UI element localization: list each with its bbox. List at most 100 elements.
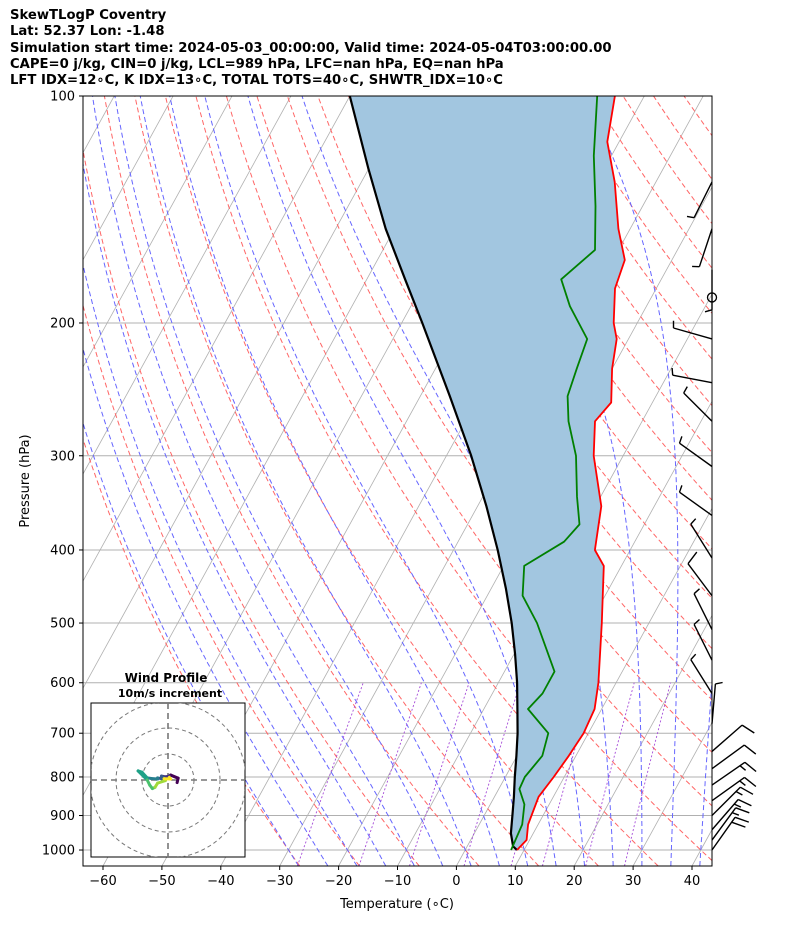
wind-barb: [686, 181, 713, 219]
dry-adiabat: [195, 96, 659, 866]
wind-barb: [690, 653, 713, 694]
indices-line: LFT IDX=12∘C, K IDX=13∘C, TOTAL TOTS=40∘…: [10, 73, 503, 89]
x-tick-label: 0: [452, 874, 460, 889]
y-tick-label: 200: [50, 316, 75, 331]
mixing-ratio-line: [541, 682, 595, 866]
wind-barb: [711, 786, 754, 817]
moist-adiabat: [247, 96, 557, 866]
moist-adiabat: [83, 346, 329, 866]
hodograph-segment: [167, 775, 173, 781]
time-line: Simulation start time: 2024-05-03_00:00:…: [10, 40, 612, 56]
x-axis-label: Temperature (∘C): [339, 897, 454, 912]
chart-header: SkewTLogP Coventry Lat: 52.37 Lon: -1.48…: [10, 8, 780, 89]
moist-adiabat: [699, 96, 712, 866]
x-tick-label: −20: [325, 874, 352, 889]
moist-adiabat: [585, 96, 679, 866]
isotherm: [573, 614, 712, 866]
data-layer: [348, 96, 626, 851]
chart-title: SkewTLogP Coventry: [10, 8, 167, 23]
wind-barb: [672, 320, 713, 340]
dry-adiabat: [83, 437, 301, 866]
mixing-ratio-line: [624, 682, 671, 866]
x-tick-label: 30: [625, 874, 642, 889]
moist-adiabat: [204, 96, 529, 866]
x-tick-label: 20: [566, 874, 583, 889]
hodograph-inset: Wind Profile 10m/s increment: [90, 671, 246, 858]
moist-adiabat: [83, 262, 358, 866]
wind-barb: [711, 807, 750, 841]
wind-barb: [711, 816, 750, 851]
location-line: Lat: 52.37 Lon: -1.48: [10, 24, 165, 40]
dry-adiabat: [470, 96, 712, 454]
mixing-ratio-line: [296, 682, 364, 866]
dry-adiabat: [164, 96, 599, 866]
wind-barb: [693, 618, 713, 661]
y-tick-label: 500: [50, 617, 75, 632]
moist-adiabat: [139, 96, 472, 866]
wind-barb: [683, 386, 713, 422]
wind-barb: [687, 551, 713, 597]
axis-layer: −60 −50 −40 −30 −20 −10 0 10 20 30 40 1000 900 800 700…: [42, 90, 700, 890]
dry-adiabat: [715, 96, 794, 866]
isotherm: [83, 96, 351, 582]
x-tick-label: −30: [266, 874, 293, 889]
x-tick-label: −40: [207, 874, 234, 889]
dry-adiabat: [83, 303, 360, 866]
y-tick-label: 900: [50, 809, 75, 824]
wind-barb: [678, 485, 713, 517]
x-tick-label: −60: [89, 874, 116, 889]
isotherm: [632, 721, 712, 866]
dry-adiabat: [256, 96, 712, 807]
hodograph-subtitle: 10m/s increment: [118, 687, 222, 700]
y-tick-label: 800: [50, 770, 75, 785]
wind-barb: [711, 744, 757, 770]
mixing-ratio-line: [358, 682, 422, 866]
y-tick-label: 600: [50, 676, 75, 691]
wind-barb: [690, 518, 713, 559]
moist-adiabat: [169, 96, 500, 866]
parcel-profile-line: [348, 96, 519, 851]
mixing-ratio-line: [463, 682, 521, 866]
wind-barb: [671, 367, 713, 384]
wind-barb: [693, 588, 713, 630]
wind-barb: [678, 436, 713, 468]
x-tick-label: 10: [507, 874, 524, 889]
wind-barb: [711, 681, 723, 724]
wind-barb: [711, 761, 757, 786]
wind-barb: [692, 228, 713, 268]
moist-adiabat: [114, 96, 444, 866]
isotherm: [514, 507, 712, 866]
wind-barb: [711, 776, 757, 802]
cape-line: CAPE=0 j/kg, CIN=0 j/kg, LCL=989 hPa, LF…: [10, 56, 504, 72]
moist-adiabat: [83, 421, 300, 866]
mixing-ratio-line: [585, 682, 635, 866]
isotherm: [751, 96, 794, 866]
dry-adiabat: [439, 96, 712, 501]
grid-layer: [83, 96, 794, 866]
isotherm: [83, 96, 233, 368]
y-tick-label: 700: [50, 727, 75, 742]
cin-cape-fill: [349, 96, 625, 850]
dry-adiabat: [622, 96, 712, 225]
wind-barbs: [671, 181, 757, 851]
x-tick-label: −50: [148, 874, 175, 889]
y-tick-label: 1000: [42, 844, 75, 859]
dry-adiabat: [683, 96, 712, 137]
x-tick-label: −10: [384, 874, 411, 889]
y-tick-label: 300: [50, 449, 75, 464]
y-axis-label: Pressure (hPa): [18, 434, 33, 527]
hodograph-title: Wind Profile: [125, 671, 208, 685]
y-tick-label: 400: [50, 543, 75, 558]
temperature-line: [516, 96, 626, 851]
isotherm: [83, 96, 410, 690]
wind-barb: [711, 798, 752, 831]
moist-adiabat: [83, 160, 387, 866]
dry-adiabat: [592, 96, 712, 269]
isotherm: [83, 96, 174, 261]
wind-barb: [704, 269, 713, 313]
mixing-ratio-line: [409, 682, 470, 866]
hodograph-segment: [136, 769, 149, 782]
moist-adiabat: [92, 96, 415, 866]
y-tick-label: 100: [50, 90, 75, 105]
